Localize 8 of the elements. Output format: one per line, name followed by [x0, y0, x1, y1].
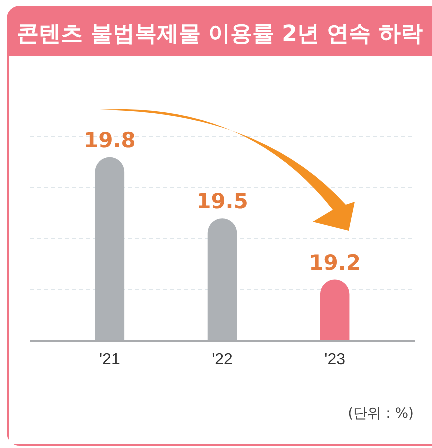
- x-tick-label: '22: [212, 351, 234, 368]
- data-label: 19.8: [84, 128, 136, 152]
- x-tick-label: '21: [99, 351, 120, 368]
- chart-title: 콘텐츠 불법복제물 이용률 2년 연속 하락: [17, 22, 423, 47]
- data-label: 19.5: [196, 190, 248, 214]
- x-tick-label: '23: [324, 351, 346, 368]
- text: (단위 : %): [348, 406, 414, 422]
- data-label: 19.2: [309, 250, 361, 275]
